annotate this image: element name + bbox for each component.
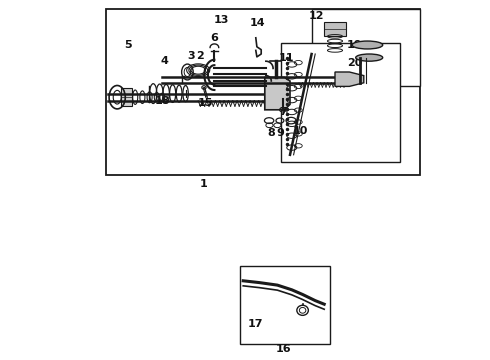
Polygon shape xyxy=(240,266,330,344)
Text: 6: 6 xyxy=(211,33,219,43)
Text: 5: 5 xyxy=(124,40,132,50)
Text: 19: 19 xyxy=(347,40,363,50)
Polygon shape xyxy=(121,88,132,106)
Text: 14: 14 xyxy=(250,18,266,28)
Text: 10: 10 xyxy=(293,126,309,136)
Ellipse shape xyxy=(352,41,383,49)
Ellipse shape xyxy=(356,54,383,61)
Text: 8: 8 xyxy=(268,128,275,138)
Text: 7: 7 xyxy=(279,107,287,117)
Polygon shape xyxy=(281,43,400,162)
Polygon shape xyxy=(265,77,290,110)
Text: 13: 13 xyxy=(214,15,229,25)
Text: 3: 3 xyxy=(187,51,195,61)
Text: 2: 2 xyxy=(196,51,204,61)
Polygon shape xyxy=(324,22,346,36)
Text: 17: 17 xyxy=(248,319,264,329)
Text: 16: 16 xyxy=(276,344,292,354)
Text: 1: 1 xyxy=(200,179,207,189)
Text: 4: 4 xyxy=(160,56,168,66)
Text: 18: 18 xyxy=(154,96,170,106)
Polygon shape xyxy=(106,9,419,175)
Text: 20: 20 xyxy=(347,58,363,68)
Text: 15: 15 xyxy=(197,98,213,108)
Text: 12: 12 xyxy=(309,11,324,21)
Polygon shape xyxy=(335,72,364,86)
Polygon shape xyxy=(312,9,419,86)
Text: 11: 11 xyxy=(278,53,294,63)
Text: 9: 9 xyxy=(276,128,284,138)
